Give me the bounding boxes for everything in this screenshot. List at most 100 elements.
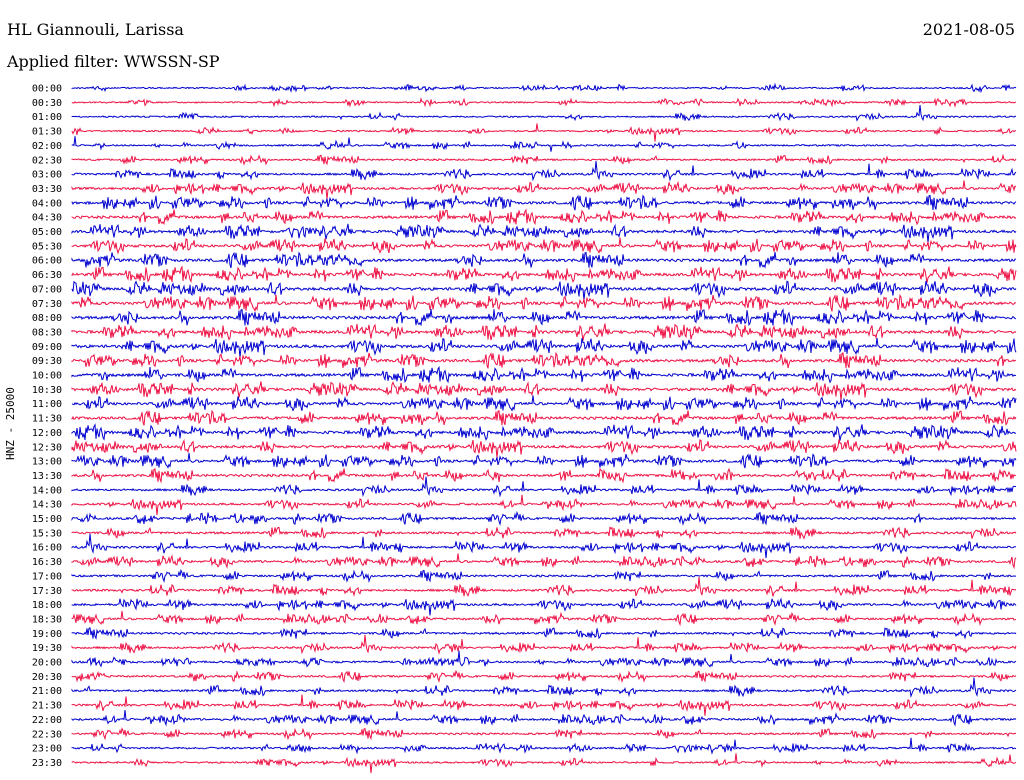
time-tick-label: 07:00 xyxy=(32,284,62,295)
seismic-trace xyxy=(71,669,1017,684)
time-tick-label: 08:30 xyxy=(32,327,62,338)
time-tick-label: 05:30 xyxy=(32,241,62,252)
seismic-trace xyxy=(71,597,1017,616)
time-tick-label: 07:30 xyxy=(32,299,62,310)
seismic-trace xyxy=(71,237,1017,255)
time-tick-label: 01:00 xyxy=(32,112,62,123)
seismic-trace xyxy=(71,223,1017,243)
time-tick-label: 11:30 xyxy=(32,414,62,425)
seismic-trace xyxy=(71,452,1017,469)
seismic-trace xyxy=(71,294,1017,313)
seismic-trace xyxy=(71,694,1017,716)
seismic-trace xyxy=(71,710,1017,727)
time-tick-label: 17:30 xyxy=(32,586,62,597)
seismic-trace xyxy=(71,467,1017,484)
time-tick-label: 00:30 xyxy=(32,98,62,109)
seismic-trace xyxy=(71,160,1017,182)
time-tick-label: 09:30 xyxy=(32,356,62,367)
time-tick-label: 04:00 xyxy=(32,198,62,209)
time-tick-label: 19:30 xyxy=(32,643,62,654)
seismic-trace xyxy=(71,677,1017,699)
seismic-trace xyxy=(71,97,1017,108)
seismic-trace xyxy=(71,82,1017,94)
seismic-trace xyxy=(71,753,1017,774)
seismic-trace xyxy=(71,737,1017,755)
seismic-trace xyxy=(71,351,1016,369)
time-tick-label: 21:00 xyxy=(32,686,62,697)
time-tick-label: 11:00 xyxy=(32,399,62,410)
seismic-trace xyxy=(71,553,1017,570)
seismic-trace xyxy=(71,323,1017,341)
time-tick-label: 19:00 xyxy=(32,629,62,640)
seismic-trace xyxy=(71,438,1017,458)
record-date: 2021-08-05 xyxy=(922,20,1015,39)
seismic-trace xyxy=(71,627,1017,640)
time-tick-label: 01:30 xyxy=(32,127,62,138)
time-tick-label: 04:30 xyxy=(32,213,62,224)
seismic-trace xyxy=(71,104,1017,122)
time-tick-label: 22:30 xyxy=(32,729,62,740)
seismic-trace xyxy=(71,194,1017,211)
seismic-trace xyxy=(71,180,1017,200)
seismic-trace xyxy=(71,526,1017,540)
seismic-trace xyxy=(71,123,1016,142)
seismic-trace xyxy=(71,634,1017,655)
seismic-trace xyxy=(71,208,1017,226)
time-tick-label: 16:30 xyxy=(32,557,62,568)
seismic-trace xyxy=(71,136,1017,152)
time-tick-label: 20:00 xyxy=(32,658,62,669)
seismic-trace xyxy=(71,510,1017,526)
time-tick-label: 14:00 xyxy=(32,485,62,496)
seismic-trace xyxy=(71,308,1017,327)
time-tick-label: 20:30 xyxy=(32,672,62,683)
time-tick-label: 17:00 xyxy=(32,571,62,582)
seismic-trace xyxy=(71,265,1017,284)
time-tick-label: 13:00 xyxy=(32,457,62,468)
time-tick-label: 10:00 xyxy=(32,371,62,382)
time-tick-label: 18:00 xyxy=(32,600,62,611)
time-tick-label: 03:30 xyxy=(32,184,62,195)
time-tick-label: 00:00 xyxy=(32,84,62,95)
time-tick-label: 12:30 xyxy=(32,442,62,453)
time-tick-label: 09:00 xyxy=(32,342,62,353)
seismic-trace xyxy=(71,568,1017,584)
time-tick-label: 21:30 xyxy=(32,701,62,712)
time-tick-label: 03:00 xyxy=(32,170,62,181)
seismic-trace xyxy=(71,727,1017,741)
seismic-trace xyxy=(71,650,1017,668)
seismic-trace xyxy=(71,365,1017,384)
seismic-trace xyxy=(71,395,1017,412)
time-tick-label: 23:30 xyxy=(32,758,62,769)
seismic-trace xyxy=(71,337,1017,358)
seismic-trace xyxy=(71,576,1017,598)
seismic-trace xyxy=(71,153,1017,166)
seismic-trace xyxy=(71,423,1016,441)
time-tick-label: 02:30 xyxy=(32,155,62,166)
seismic-trace xyxy=(71,251,1016,269)
filter-label: Applied filter: WWSSN-SP xyxy=(7,52,220,71)
time-tick-label: 06:00 xyxy=(32,256,62,267)
time-tick-label: 08:00 xyxy=(32,313,62,324)
time-tick-label: 18:30 xyxy=(32,614,62,625)
time-tick-label: 10:30 xyxy=(32,385,62,396)
time-tick-label: 14:30 xyxy=(32,500,62,511)
time-tick-label: 02:00 xyxy=(32,141,62,152)
time-tick-label: 06:30 xyxy=(32,270,62,281)
seismic-trace xyxy=(71,381,1017,401)
station-name: HL Giannouli, Larissa xyxy=(7,20,184,39)
time-tick-label: 23:00 xyxy=(32,744,62,755)
time-tick-label: 15:30 xyxy=(32,528,62,539)
seismic-trace xyxy=(71,494,1017,515)
time-tick-label: 13:30 xyxy=(32,471,62,482)
seismic-trace xyxy=(71,476,1016,498)
time-tick-label: 12:00 xyxy=(32,428,62,439)
seismic-trace xyxy=(71,409,1017,427)
seismic-trace xyxy=(71,610,1017,627)
seismic-trace xyxy=(71,280,1017,301)
time-tick-label: 22:00 xyxy=(32,715,62,726)
time-tick-label: 15:00 xyxy=(32,514,62,525)
time-tick-label: 16:00 xyxy=(32,543,62,554)
seismic-trace xyxy=(71,533,1017,559)
time-tick-label: 05:00 xyxy=(32,227,62,238)
